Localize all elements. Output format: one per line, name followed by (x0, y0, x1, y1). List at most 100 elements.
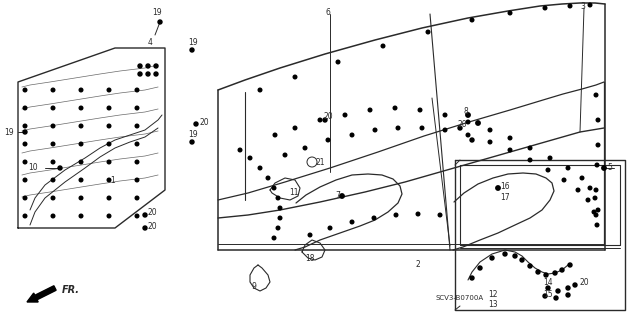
Circle shape (544, 273, 548, 277)
Circle shape (443, 128, 447, 132)
Circle shape (602, 166, 606, 170)
Circle shape (458, 126, 462, 130)
Circle shape (560, 268, 564, 272)
Circle shape (326, 138, 330, 142)
Circle shape (293, 126, 297, 130)
Circle shape (323, 118, 327, 122)
Circle shape (51, 160, 55, 164)
Text: 18: 18 (305, 254, 314, 263)
Circle shape (418, 108, 422, 112)
Circle shape (79, 196, 83, 200)
Circle shape (573, 283, 577, 287)
Text: 7: 7 (335, 191, 340, 200)
Circle shape (562, 178, 566, 182)
Circle shape (528, 146, 532, 150)
Text: 17: 17 (500, 193, 509, 202)
Circle shape (420, 126, 424, 130)
Circle shape (293, 75, 297, 79)
Circle shape (23, 160, 27, 164)
Circle shape (135, 196, 139, 200)
Circle shape (372, 216, 376, 220)
Circle shape (194, 122, 198, 126)
Circle shape (79, 88, 83, 92)
Circle shape (438, 213, 442, 217)
Circle shape (340, 194, 344, 198)
Circle shape (593, 196, 596, 200)
Circle shape (588, 186, 592, 190)
Circle shape (190, 48, 194, 52)
Circle shape (568, 4, 572, 8)
Circle shape (466, 133, 470, 137)
Text: SCV3-B0700A: SCV3-B0700A (435, 295, 483, 301)
Circle shape (108, 88, 111, 92)
Circle shape (108, 124, 111, 128)
Circle shape (554, 296, 558, 300)
Circle shape (135, 88, 139, 92)
Circle shape (23, 214, 27, 218)
Circle shape (350, 220, 354, 224)
Text: 9: 9 (252, 282, 257, 291)
Circle shape (283, 153, 287, 157)
Circle shape (266, 176, 270, 180)
Circle shape (23, 106, 27, 110)
Circle shape (546, 168, 550, 172)
Text: 2: 2 (415, 260, 420, 269)
Text: 21: 21 (315, 158, 324, 167)
Circle shape (566, 166, 570, 170)
Circle shape (273, 133, 277, 137)
Circle shape (566, 286, 570, 290)
Circle shape (258, 166, 262, 170)
Text: 20: 20 (148, 208, 157, 217)
Circle shape (278, 206, 282, 210)
Circle shape (154, 72, 158, 76)
Circle shape (79, 160, 83, 164)
Circle shape (328, 226, 332, 230)
Circle shape (580, 176, 584, 180)
Circle shape (553, 271, 557, 275)
Circle shape (546, 286, 550, 290)
Circle shape (596, 208, 600, 212)
Circle shape (466, 113, 470, 117)
Circle shape (488, 140, 492, 144)
Circle shape (51, 106, 55, 110)
Circle shape (528, 158, 532, 162)
Circle shape (594, 213, 598, 217)
Text: 19: 19 (188, 130, 198, 139)
Text: 6: 6 (326, 8, 331, 17)
Text: 20: 20 (580, 278, 589, 287)
Circle shape (51, 142, 55, 146)
Circle shape (543, 294, 547, 298)
Circle shape (23, 196, 27, 200)
Text: 14: 14 (543, 278, 552, 287)
Circle shape (158, 20, 162, 24)
Circle shape (135, 142, 139, 146)
Circle shape (79, 178, 83, 182)
Text: 16: 16 (500, 182, 509, 191)
Circle shape (478, 266, 482, 270)
Circle shape (135, 214, 139, 218)
Text: 19: 19 (188, 38, 198, 47)
Circle shape (373, 128, 377, 132)
Circle shape (426, 30, 430, 34)
Circle shape (466, 120, 470, 124)
Circle shape (51, 196, 55, 200)
Circle shape (596, 118, 600, 122)
Circle shape (318, 118, 322, 122)
Text: 19: 19 (152, 8, 162, 17)
Circle shape (23, 124, 27, 128)
Circle shape (513, 254, 517, 258)
Circle shape (381, 44, 385, 48)
Text: 19: 19 (4, 128, 13, 137)
Circle shape (568, 263, 572, 267)
Circle shape (566, 293, 570, 297)
Circle shape (588, 3, 592, 7)
Text: 13: 13 (488, 300, 498, 309)
Circle shape (51, 88, 55, 92)
Circle shape (108, 160, 111, 164)
Circle shape (488, 128, 492, 132)
Circle shape (51, 124, 55, 128)
Circle shape (508, 148, 512, 152)
Text: 4: 4 (148, 38, 153, 47)
Circle shape (272, 236, 276, 240)
Circle shape (470, 18, 474, 22)
